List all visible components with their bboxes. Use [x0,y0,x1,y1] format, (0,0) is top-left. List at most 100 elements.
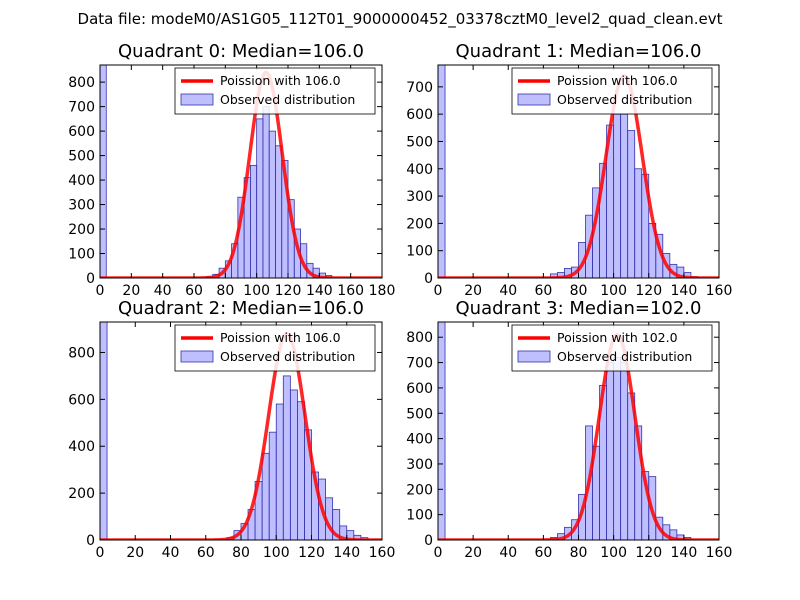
legend: Poission with 106.0 Observed distribution [511,67,713,115]
legend-hist-swatch [517,350,551,363]
x-tick-label: 40 [154,283,172,299]
histogram-bar [620,113,629,278]
x-tick-label: 80 [570,283,588,299]
y-tick-label: 300 [406,189,433,205]
x-tick-label: 160 [337,283,364,299]
y-tick-label: 0 [424,271,433,287]
histogram-bar [282,375,291,540]
legend-curve-label: Poission with 106.0 [557,73,678,88]
x-tick-label: 60 [534,283,552,299]
y-tick-label: 200 [68,486,95,502]
x-tick-label: 160 [369,545,396,561]
x-tick-label: 140 [671,283,698,299]
legend: Poission with 102.0 Observed distribution [511,324,713,372]
poisson-curve [438,332,719,540]
subplot-title: Quadrant 3: Median=102.0 [456,298,702,319]
histogram-bar [268,130,276,278]
x-tick-label: 0 [434,545,443,561]
y-tick-label: 700 [68,100,95,116]
y-tick-label: 700 [406,80,433,96]
histogram-bar [634,168,643,278]
x-tick-label: 20 [122,283,140,299]
subplot-title: Quadrant 1: Median=106.0 [456,41,702,62]
x-tick-label: 80 [570,545,588,561]
subplot-title: Quadrant 0: Median=106.0 [118,41,364,62]
legend-hist-label: Observed distribution [220,349,355,364]
y-tick-label: 0 [86,271,95,287]
y-tick-label: 800 [68,75,95,91]
legend-hist-label: Observed distribution [557,349,692,364]
y-tick-label: 200 [406,482,433,498]
histogram-bar [620,362,629,540]
y-tick-label: 400 [68,173,95,189]
histogram-bar [438,65,446,278]
y-tick-label: 500 [68,149,95,165]
histogram-bar [256,118,264,278]
subplot-quadrant-3: 0 20 40 60 80 100 120 140 160 0 100 200 300 400 500 600… [406,298,732,561]
legend-hist-label: Observed distribution [220,92,355,107]
x-tick-label: 120 [298,545,325,561]
x-tick-label: 80 [232,545,250,561]
x-tick-label: 120 [275,283,302,299]
histogram-bar [249,164,258,278]
histogram-bar [613,357,622,540]
x-tick-label: 100 [600,283,627,299]
x-tick-label: 80 [216,283,234,299]
x-tick-label: 160 [706,545,733,561]
y-tick-label: 300 [406,457,433,473]
legend-box [174,324,376,372]
y-tick-label: 100 [406,244,433,260]
x-tick-label: 140 [306,283,333,299]
figure-title: Data file: modeM0/AS1G05_112T01_90000004… [78,10,723,29]
x-tick-label: 20 [464,545,482,561]
x-tick-label: 20 [126,545,144,561]
histogram-bar [438,322,446,540]
y-tick-label: 0 [86,533,95,549]
x-tick-label: 40 [162,545,180,561]
subplot-quadrant-0: 0 20 40 60 80 100 120 140 160 180 0 100 200 300 400 500… [68,41,395,299]
histogram-bar [275,145,283,278]
legend-box [174,67,376,115]
y-tick-label: 0 [424,533,433,549]
histogram-bar [613,113,622,278]
poisson-curve [100,331,382,540]
legend-hist-swatch [180,350,214,363]
y-tick-label: 600 [68,124,95,140]
histogram-bar [262,106,270,278]
histogram-bar [627,130,636,278]
y-tick-label: 500 [406,134,433,150]
poisson-curve [438,74,719,278]
y-tick-label: 800 [406,330,433,346]
x-tick-label: 60 [197,545,215,561]
y-tick-label: 100 [68,247,95,263]
x-tick-label: 100 [263,545,290,561]
histogram-bar [296,401,305,540]
legend: Poission with 106.0 Observed distribution [174,324,376,372]
histogram-bar [332,509,341,540]
x-tick-label: 0 [96,545,105,561]
y-tick-label: 600 [406,107,433,123]
y-tick-label: 700 [406,356,433,372]
y-tick-label: 600 [406,381,433,397]
y-tick-label: 600 [68,392,95,408]
x-tick-label: 60 [534,545,552,561]
histogram-bar [100,65,107,278]
y-tick-label: 100 [406,508,433,524]
x-tick-label: 120 [635,545,662,561]
y-tick-label: 300 [68,198,95,214]
y-tick-label: 500 [406,406,433,422]
legend-curve-label: Poission with 102.0 [557,330,678,345]
legend-curve-label: Poission with 106.0 [220,73,341,88]
x-tick-label: 160 [706,283,733,299]
y-tick-label: 400 [406,162,433,178]
y-tick-label: 400 [406,432,433,448]
y-tick-label: 800 [68,345,95,361]
x-tick-label: 0 [434,283,443,299]
legend-hist-swatch [517,93,551,106]
histogram-bar [261,452,270,540]
legend-hist-swatch [180,93,214,106]
x-tick-label: 60 [185,283,203,299]
legend: Poission with 106.0 Observed distribution [174,67,376,115]
y-tick-label: 400 [68,439,95,455]
